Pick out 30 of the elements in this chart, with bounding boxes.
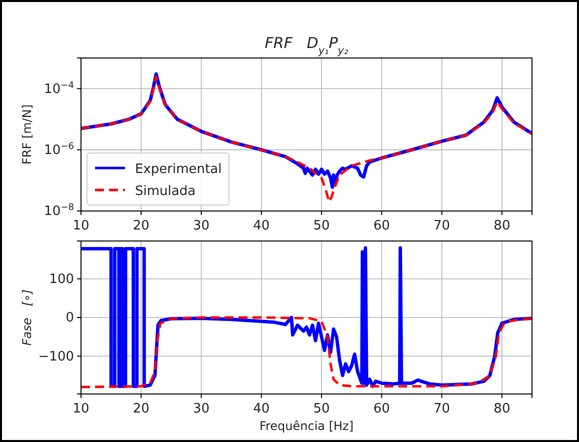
- y-axis-title: Fase [∘]: [20, 289, 34, 346]
- x-tick-label: 20: [132, 218, 150, 234]
- x-tick-label: 40: [253, 402, 270, 417]
- x-tick-label: 50: [313, 218, 330, 234]
- x-tick-label: 60: [373, 402, 390, 417]
- x-tick-label: 30: [192, 402, 210, 417]
- y-tick-label: 10$^{−6}$: [44, 142, 74, 158]
- x-tick-label: 10: [72, 218, 90, 234]
- y-axis-title: FRF [m/N]: [20, 104, 34, 165]
- x-tick-label: 30: [192, 218, 210, 234]
- y-tick-label: 10$^{−4}$: [44, 80, 74, 97]
- legend-label: Simulada: [135, 184, 196, 199]
- y-tick-label: 0: [66, 310, 74, 326]
- x-axis-title: Frequência [Hz]: [259, 419, 354, 433]
- line-series: [81, 316, 532, 388]
- chart-title: FRF D$_{y₁}$P$_{y₂}$: [264, 34, 350, 57]
- y-tick-label: 10$^{−8}$: [44, 203, 74, 220]
- x-tick-label: 20: [132, 402, 150, 417]
- x-tick-label: 60: [373, 218, 390, 234]
- x-tick-label: 50: [313, 402, 330, 417]
- x-tick-label: 40: [253, 218, 270, 234]
- line-series: [81, 246, 532, 388]
- legend-label: Experimental: [135, 162, 222, 177]
- x-tick-label: 10: [72, 402, 90, 417]
- y-tick-label: 100: [49, 272, 74, 288]
- x-tick-label: 70: [434, 402, 450, 417]
- x-tick-label: 70: [434, 218, 450, 234]
- x-tick-label: 80: [494, 218, 510, 234]
- x-tick-label: 80: [494, 402, 510, 417]
- y-tick-label: −100: [38, 349, 74, 364]
